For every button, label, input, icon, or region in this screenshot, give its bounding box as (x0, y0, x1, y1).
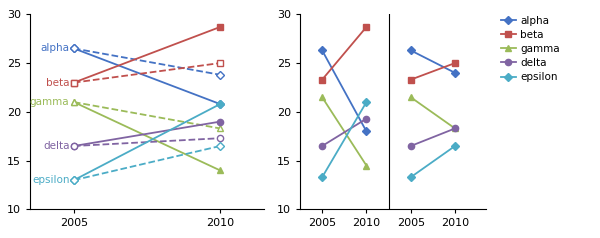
Legend: alpha, beta, gamma, delta, epsilon: alpha, beta, gamma, delta, epsilon (500, 15, 560, 82)
Text: beta: beta (46, 78, 70, 88)
Text: gamma: gamma (30, 97, 70, 107)
Text: delta: delta (43, 141, 70, 151)
Text: alpha: alpha (40, 43, 70, 54)
Text: epsilon: epsilon (32, 175, 70, 185)
